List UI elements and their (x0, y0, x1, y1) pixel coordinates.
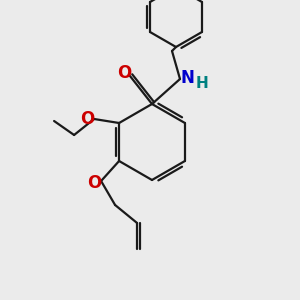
Text: O: O (117, 64, 131, 82)
Text: H: H (196, 76, 208, 91)
Text: N: N (180, 69, 194, 87)
Text: O: O (80, 110, 94, 128)
Text: O: O (87, 174, 101, 192)
